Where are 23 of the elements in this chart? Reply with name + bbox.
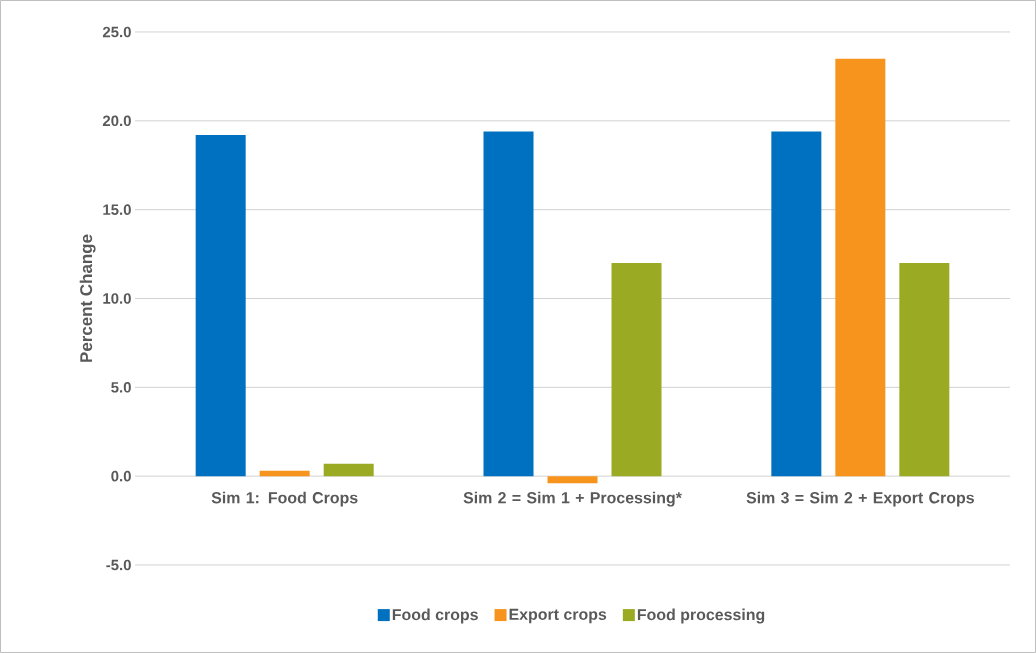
bar bbox=[259, 470, 310, 477]
legend-label: Food processing bbox=[637, 608, 765, 624]
x-tick-label: Sim 2 = Sim 1 + Processing* bbox=[463, 491, 682, 507]
bar bbox=[547, 476, 598, 484]
y-tick-label: 15.0 bbox=[103, 204, 131, 215]
x-tick-label: Sim 3 = Sim 2 + Export Crops bbox=[746, 491, 974, 507]
bar bbox=[483, 131, 534, 477]
bar bbox=[835, 58, 886, 477]
y-tick-label: 5.0 bbox=[111, 382, 131, 393]
bar bbox=[195, 135, 246, 477]
legend-label: Export crops bbox=[509, 608, 607, 624]
bar bbox=[323, 463, 374, 477]
bar bbox=[899, 262, 950, 477]
y-tick-label: 0.0 bbox=[111, 470, 131, 482]
y-tick-label: 25.0 bbox=[102, 26, 131, 38]
x-tick-label: Sim 1: Food Crops bbox=[211, 491, 358, 507]
y-axis-title: Percent Change bbox=[79, 234, 96, 362]
legend-label: Food crops bbox=[392, 608, 478, 624]
y-tick-label: 10.0 bbox=[103, 293, 131, 304]
y-tick-label: 20.0 bbox=[102, 115, 131, 127]
y-tick-label: -5.0 bbox=[106, 559, 131, 571]
bar bbox=[771, 131, 822, 477]
bar bbox=[611, 262, 662, 477]
